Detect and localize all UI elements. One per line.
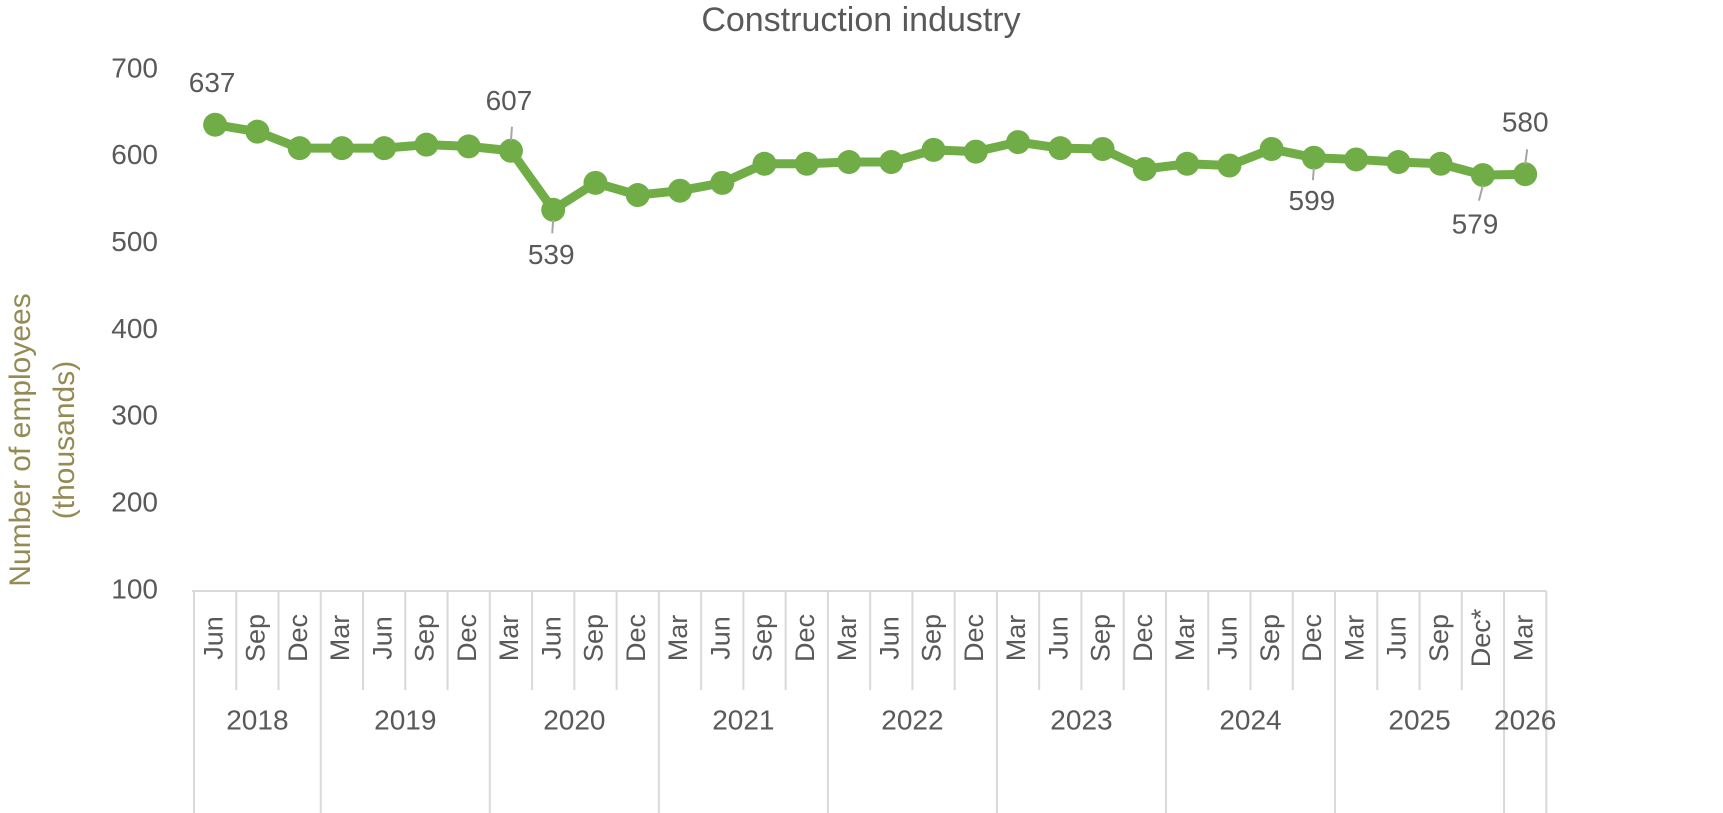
leader-line [1311, 167, 1315, 181]
marker [879, 150, 904, 175]
x-group-label: 2026 [1494, 704, 1556, 735]
marker [1090, 137, 1115, 162]
data-label: 607 [486, 85, 533, 116]
marker [1259, 137, 1284, 162]
data-label: 580 [1502, 107, 1549, 138]
marker [287, 136, 312, 161]
marker [667, 178, 692, 203]
leader-line [509, 126, 513, 141]
x-tick-label: Dec [452, 614, 482, 662]
x-tick-label: Mar [1170, 615, 1200, 662]
y-axis-title: Number of employees [4, 293, 37, 586]
marker [921, 137, 946, 162]
marker [1428, 151, 1453, 176]
x-tick-label: Jun [1212, 616, 1242, 660]
marker [1513, 162, 1538, 187]
marker [710, 170, 735, 195]
x-tick-label: Jun [705, 616, 735, 660]
y-tick-label: 200 [111, 487, 158, 518]
marker [1175, 151, 1200, 176]
leader-line [551, 219, 555, 234]
marker [1048, 136, 1073, 161]
x-tick-label: Dec [790, 614, 820, 662]
marker [625, 183, 650, 208]
marker [837, 150, 862, 175]
x-tick-label: Jun [536, 616, 566, 660]
x-tick-label: Mar [494, 615, 524, 662]
data-label: 579 [1452, 208, 1499, 239]
x-tick-label: Sep [410, 614, 440, 662]
x-tick-label: Sep [1255, 614, 1285, 662]
y-tick-label: 100 [111, 573, 158, 604]
y-tick-label: 700 [111, 52, 158, 83]
marker [963, 139, 988, 164]
x-tick-label: Mar [832, 615, 862, 662]
marker [1217, 153, 1242, 178]
x-tick-label: Sep [748, 614, 778, 662]
x-tick-label: Sep [579, 614, 609, 662]
y-tick-label: 500 [111, 226, 158, 257]
marker [372, 136, 397, 161]
x-tick-label: Dec [283, 614, 313, 662]
marker [752, 151, 777, 176]
marker [1006, 130, 1031, 155]
x-group-label: 2024 [1219, 704, 1281, 735]
x-group-label: 2023 [1050, 704, 1112, 735]
x-group-label: 2018 [226, 704, 288, 735]
x-tick-label: Jun [874, 616, 904, 660]
marker [456, 134, 481, 159]
marker [1344, 147, 1369, 172]
x-group-label: 2021 [712, 704, 774, 735]
data-label: 637 [189, 67, 236, 98]
marker [1301, 145, 1326, 170]
x-group-label: 2025 [1388, 704, 1450, 735]
marker [794, 151, 819, 176]
x-tick-label: Jun [1043, 616, 1073, 660]
x-tick-label: Jun [1382, 616, 1412, 660]
x-tick-label: Sep [241, 614, 271, 662]
x-tick-label: Dec [1297, 614, 1327, 662]
x-tick-label: Mar [1001, 615, 1031, 662]
x-tick-label: Dec* [1466, 608, 1496, 667]
x-tick-label: Sep [1424, 614, 1454, 662]
x-tick-label: Jun [198, 616, 228, 660]
y-tick-label: 600 [111, 139, 158, 170]
marker [1132, 156, 1157, 181]
marker [414, 132, 439, 157]
marker [245, 119, 270, 144]
x-tick-label: Dec [621, 614, 651, 662]
x-tick-label: Dec [1128, 614, 1158, 662]
x-tick-label: Sep [917, 614, 947, 662]
marker [1470, 163, 1495, 188]
x-tick-label: Dec [959, 614, 989, 662]
x-tick-label: Mar [663, 615, 693, 662]
x-group-label: 2020 [543, 704, 605, 735]
x-group-label: 2022 [881, 704, 943, 735]
marker [498, 138, 523, 163]
marker [541, 197, 566, 222]
marker [583, 170, 608, 195]
x-tick-label: Mar [1508, 615, 1538, 662]
x-tick-label: Jun [367, 616, 397, 660]
y-axis-title: (thousands) [48, 361, 81, 519]
data-label: 599 [1289, 185, 1336, 216]
marker [1386, 150, 1411, 175]
x-tick-label: Sep [1086, 614, 1116, 662]
leader-line [1524, 149, 1529, 165]
data-label: 539 [528, 239, 575, 270]
x-tick-label: Mar [1339, 615, 1369, 662]
marker [329, 136, 354, 161]
x-group-label: 2019 [374, 704, 436, 735]
x-tick-label: Mar [325, 615, 355, 662]
marker [203, 112, 228, 137]
chart-title: Construction industry [701, 1, 1020, 39]
leader-line [1477, 184, 1484, 201]
y-tick-label: 400 [111, 313, 158, 344]
y-tick-label: 300 [111, 400, 158, 431]
